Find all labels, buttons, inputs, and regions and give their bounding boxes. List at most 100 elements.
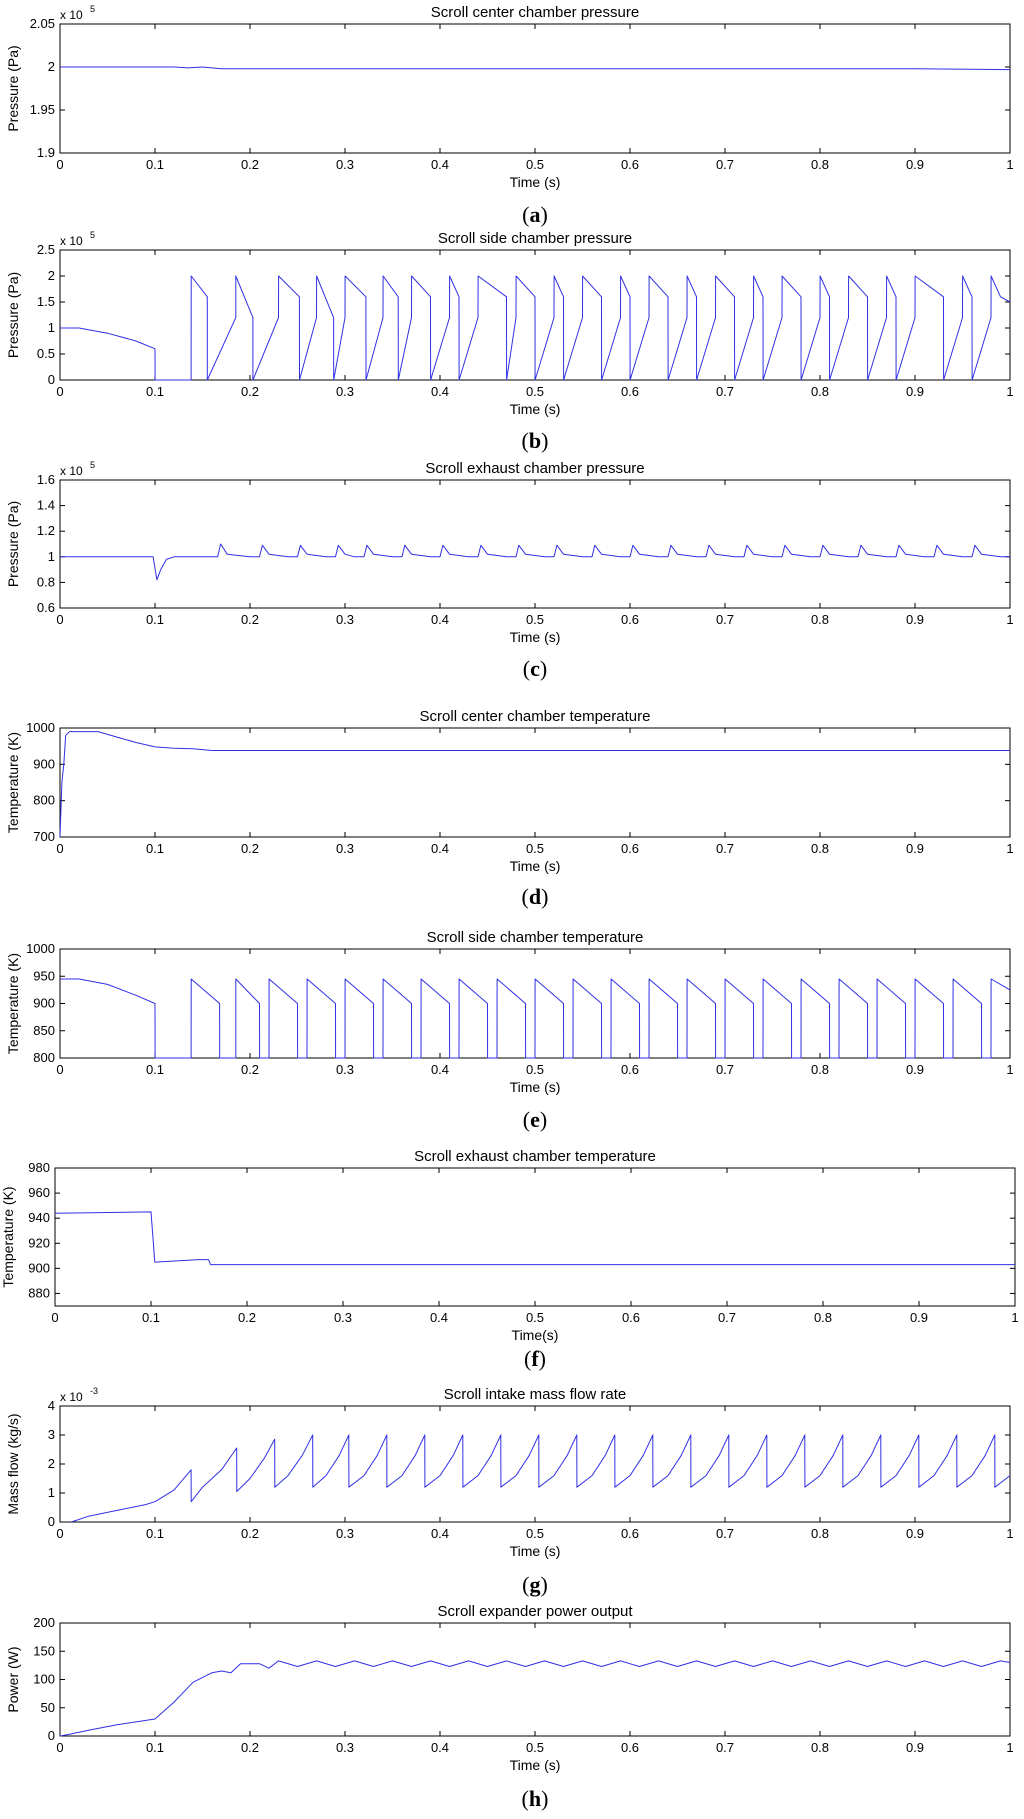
chart-title: Scroll center chamber pressure xyxy=(431,4,639,21)
x-tick-label: 0.3 xyxy=(336,1740,354,1755)
x-tick-label: 0.4 xyxy=(431,1740,449,1755)
x-tick-label: 0.3 xyxy=(336,1062,354,1077)
x-tick-label: 0.4 xyxy=(431,1062,449,1077)
y-tick-label: 1.9 xyxy=(37,145,55,160)
chart-panel-h: Scroll expander power output 0 0.1 0.2 0.3 0.… xyxy=(5,1603,1014,1811)
x-tick-label: 0.3 xyxy=(336,157,354,172)
y-exponent-label: x 10 xyxy=(60,8,83,22)
y-tick-label: 900 xyxy=(33,756,55,771)
y-axis-label: Power (W) xyxy=(5,1646,21,1712)
y-tick-label: 1.95 xyxy=(30,102,55,117)
x-tick-label: 0.9 xyxy=(906,1062,924,1077)
x-tick-label: 1 xyxy=(1006,1526,1013,1541)
chart-panel-d: Scroll center chamber temperature 0 0.1 0.2… xyxy=(5,708,1014,909)
y-tick-label: 200 xyxy=(33,1615,55,1630)
x-tick-label: 1 xyxy=(1006,1062,1013,1077)
y-tick-label: 900 xyxy=(28,1260,50,1275)
x-tick-label: 0 xyxy=(56,384,63,399)
x-tick-label: 0.2 xyxy=(241,612,259,627)
x-tick-label: 1 xyxy=(1006,157,1013,172)
y-tick-label: 940 xyxy=(28,1210,50,1225)
caption-letter: e xyxy=(530,1107,540,1132)
panel-caption: (c) xyxy=(523,656,547,681)
caption-letter: d xyxy=(529,884,541,909)
panel-caption: (h) xyxy=(522,1786,549,1811)
y-exponent-label: x 10 xyxy=(60,1390,83,1404)
y-tick-label: 0.5 xyxy=(37,346,55,361)
caption-letter: f xyxy=(531,1346,539,1371)
y-tick-label: 950 xyxy=(33,968,55,983)
x-tick-label: 0.2 xyxy=(241,384,259,399)
x-tick-label: 1 xyxy=(1006,612,1013,627)
x-axis-label: Time(s) xyxy=(512,1327,559,1343)
y-axis-label: Pressure (Pa) xyxy=(5,45,21,131)
series-line xyxy=(59,1660,1011,1737)
y-axis-label: Temperature (K) xyxy=(5,953,21,1054)
x-tick-label: 0.4 xyxy=(431,384,449,399)
x-tick-label: 0.7 xyxy=(716,157,734,172)
chart-title: Scroll intake mass flow rate xyxy=(444,1386,627,1403)
chart-title: Scroll side chamber temperature xyxy=(427,929,644,946)
x-axis-label: Time (s) xyxy=(510,1757,561,1773)
y-tick-label: 2 xyxy=(48,268,55,283)
y-tick-label: 920 xyxy=(28,1235,50,1250)
plot-frame xyxy=(59,1405,1011,1523)
x-tick-label: 0.9 xyxy=(906,384,924,399)
y-tick-label: 1.5 xyxy=(37,294,55,309)
x-tick-label: 0.1 xyxy=(146,1062,164,1077)
y-exponent-label: x 10 xyxy=(60,234,83,248)
x-tick-label: 0.5 xyxy=(526,1062,544,1077)
x-tick-label: 0.1 xyxy=(146,1526,164,1541)
series-line xyxy=(71,1434,1011,1523)
plot-frame xyxy=(54,1167,1016,1307)
y-tick-label: 1.4 xyxy=(37,498,55,513)
x-tick-label: 0.2 xyxy=(241,1740,259,1755)
series-line xyxy=(60,978,1011,1059)
y-tick-label: 2 xyxy=(48,59,55,74)
y-axis-label: Pressure (Pa) xyxy=(5,272,21,358)
x-tick-label: 0.9 xyxy=(906,841,924,856)
x-tick-label: 0.4 xyxy=(431,841,449,856)
x-tick-label: 0.6 xyxy=(621,157,639,172)
y-tick-label: 960 xyxy=(28,1185,50,1200)
panel-caption: (a) xyxy=(522,202,548,227)
y-tick-label: 1 xyxy=(48,1485,55,1500)
y-exponent-power: 5 xyxy=(90,4,95,14)
y-exponent-power: -3 xyxy=(90,1386,98,1396)
x-tick-label: 0.5 xyxy=(526,841,544,856)
y-tick-label: 2.05 xyxy=(30,16,55,31)
y-tick-label: 1000 xyxy=(26,941,55,956)
y-tick-label: 980 xyxy=(28,1160,50,1175)
plot-frame xyxy=(59,727,1011,838)
x-tick-label: 0.3 xyxy=(334,1310,352,1325)
x-tick-label: 0.6 xyxy=(622,1310,640,1325)
y-axis-label: Mass flow (kg/s) xyxy=(5,1413,21,1514)
chart-panel-f: Scroll exhaust chamber temperature 0 0.1 0.… xyxy=(0,1148,1019,1371)
x-tick-label: 0.2 xyxy=(241,157,259,172)
y-tick-label: 0.6 xyxy=(37,600,55,615)
x-tick-label: 0.1 xyxy=(146,157,164,172)
y-tick-label: 900 xyxy=(33,996,55,1011)
plot-frame xyxy=(59,1622,1011,1737)
chart-panel-e: Scroll side chamber temperature 0 0.1 0.2 0.… xyxy=(5,929,1014,1132)
x-tick-label: 0 xyxy=(56,157,63,172)
x-tick-label: 0.9 xyxy=(910,1310,928,1325)
x-tick-label: 0.7 xyxy=(716,384,734,399)
y-exponent-power: 5 xyxy=(90,460,95,470)
y-tick-label: 0 xyxy=(48,1514,55,1529)
x-tick-label: 0 xyxy=(51,1310,58,1325)
x-tick-label: 0.5 xyxy=(526,384,544,399)
series-line xyxy=(54,1211,1015,1266)
x-tick-label: 0.3 xyxy=(336,612,354,627)
chart-title: Scroll expander power output xyxy=(437,1603,633,1620)
series-line xyxy=(60,275,1011,381)
chart-title: Scroll center chamber temperature xyxy=(420,708,651,725)
x-tick-label: 0.8 xyxy=(811,841,829,856)
y-tick-label: 800 xyxy=(33,793,55,808)
y-tick-label: 1.2 xyxy=(37,523,55,538)
x-tick-label: 0.2 xyxy=(238,1310,256,1325)
x-tick-label: 0.8 xyxy=(811,384,829,399)
panel-caption: (d) xyxy=(522,884,549,909)
y-exponent-label: x 10 xyxy=(60,464,83,478)
caption-letter: g xyxy=(530,1572,541,1597)
